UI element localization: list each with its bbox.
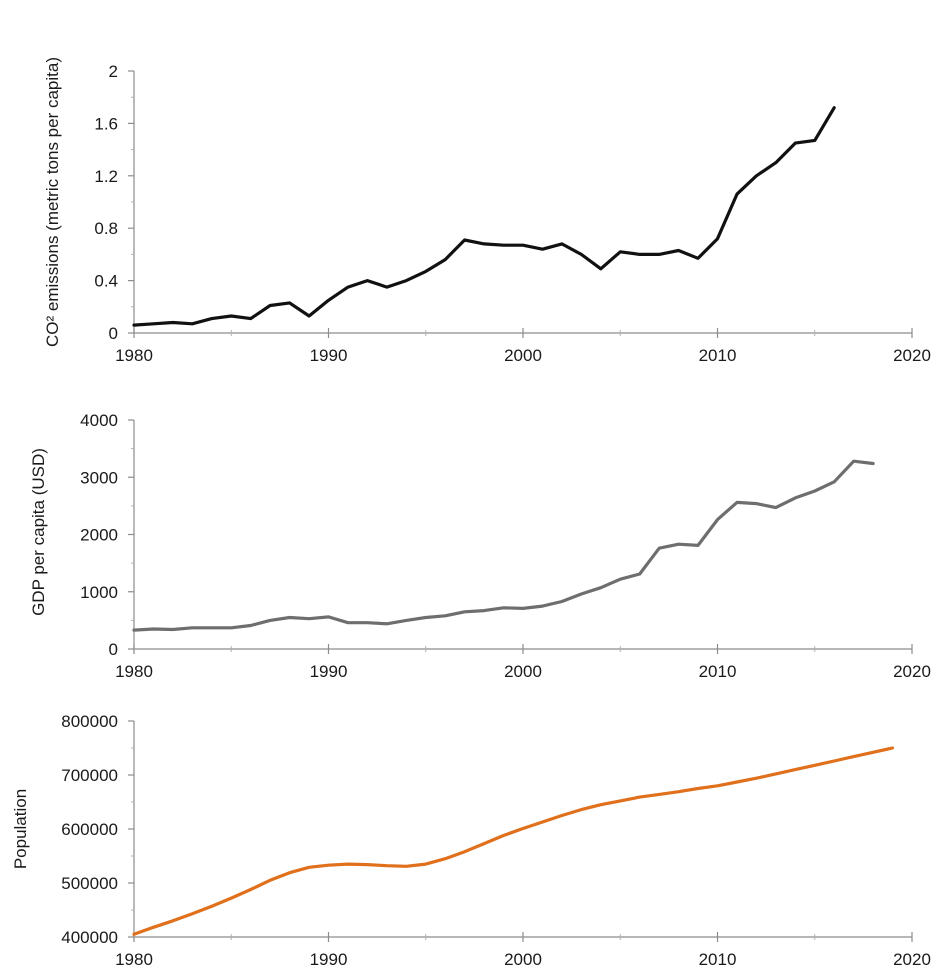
co2-chart: 0 0.4 0.8 1.2 1.6 2 1980 1990 2000 2010 2020 CO² em…: [43, 57, 931, 365]
gdp-x-tick-label: 1980: [115, 662, 153, 681]
co2-y-tick-label: 2: [109, 62, 118, 81]
gdp-x-tick-label: 2020: [893, 662, 931, 681]
gdp-y-tick-label: 0: [109, 640, 118, 659]
gdp-x-tick-label: 1990: [310, 662, 348, 681]
co2-x-tick-label: 2000: [504, 346, 542, 365]
population-x-tick-label: 1980: [115, 950, 153, 969]
gdp-x-tick-label: 2010: [699, 662, 737, 681]
population-series-line: [132, 746, 895, 936]
co2-y-tick-label: 0.4: [94, 272, 118, 291]
co2-y-axis-label: CO² emissions (metric tons per capita): [43, 57, 62, 347]
gdp-x-tick-label: 2000: [504, 662, 542, 681]
population-y-tick-label: 800000: [61, 712, 118, 731]
co2-x-tick-label: 2010: [699, 346, 737, 365]
population-y-tick-label: 400000: [61, 928, 118, 947]
population-y-tick-label: 500000: [61, 874, 118, 893]
population-y-tick-label: 600000: [61, 820, 118, 839]
co2-series-line: [132, 106, 836, 327]
co2-x-tick-label: 2020: [893, 346, 931, 365]
gdp-y-tick-label: 3000: [80, 468, 118, 487]
co2-y-tick-label: 0.8: [94, 219, 118, 238]
population-chart: 400000 500000 600000 700000 800000 1980 1990 20…: [11, 712, 931, 969]
gdp-y-axis-label: GDP per capita (USD): [29, 448, 48, 616]
population-y-tick-label: 700000: [61, 766, 118, 785]
population-x-tick-label: 2010: [699, 950, 737, 969]
gdp-chart: 0 1000 2000 3000 4000 1980 1990 2000 2010 2020 GDP…: [29, 411, 931, 681]
co2-x-tick-label: 1980: [115, 346, 153, 365]
gdp-y-tick-label: 4000: [80, 411, 118, 430]
co2-y-tick-label: 1.2: [94, 167, 118, 186]
population-y-axis-label: Population: [11, 789, 30, 869]
gdp-series-line: [132, 459, 875, 632]
co2-x-tick-label: 1990: [310, 346, 348, 365]
population-x-tick-label: 1990: [310, 950, 348, 969]
co2-y-tick-label: 0: [109, 324, 118, 343]
gdp-y-tick-label: 2000: [80, 526, 118, 545]
gdp-y-tick-label: 1000: [80, 583, 118, 602]
population-x-tick-label: 2020: [893, 950, 931, 969]
population-x-tick-label: 2000: [504, 950, 542, 969]
co2-y-tick-label: 1.6: [94, 114, 118, 133]
